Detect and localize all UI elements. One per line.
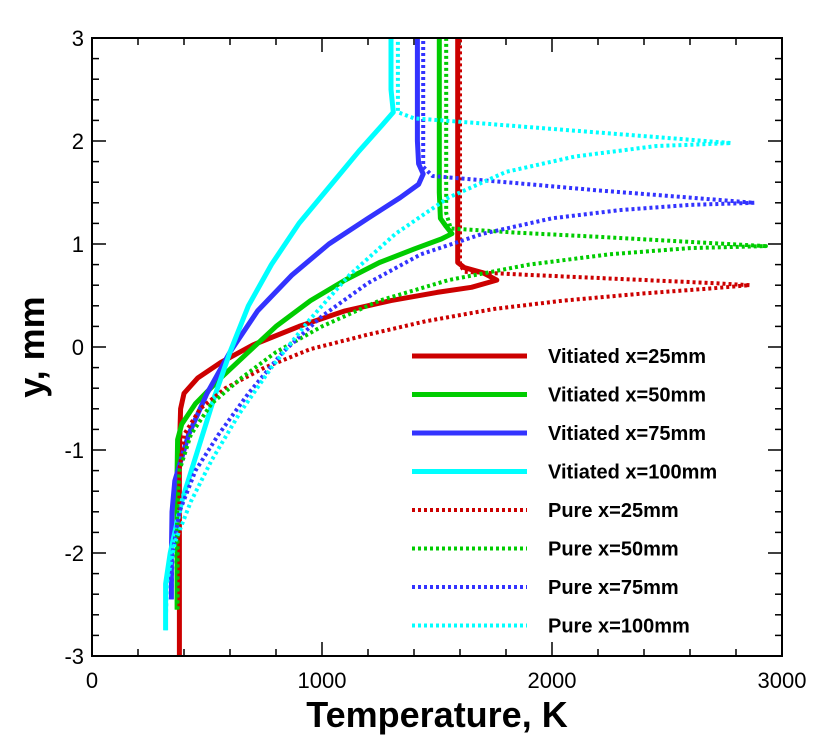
y-tick-label: 2	[72, 129, 84, 154]
legend-label: Vitiated x=50mm	[548, 385, 706, 407]
legend-label: Pure x=25mm	[548, 500, 679, 522]
y-tick-label: 3	[72, 26, 84, 51]
y-tick-label: -1	[64, 438, 84, 463]
x-tick-label: 1000	[298, 668, 347, 693]
y-tick-label: -2	[64, 541, 84, 566]
legend-label: Pure x=75mm	[548, 577, 679, 599]
legend-label: Vitiated x=100mm	[548, 462, 717, 484]
series-line-2	[174, 38, 455, 610]
series-line-8	[163, 38, 734, 631]
legend-label: Pure x=50mm	[548, 539, 679, 561]
series-layer	[163, 38, 768, 656]
series-line-7	[169, 38, 757, 600]
series-line-1	[176, 38, 500, 656]
series-line-3	[168, 38, 426, 600]
x-axis-title: Temperature, K	[306, 694, 567, 735]
tick-label-layer: 0 1000 2000 3000 -3 -2 -1 0 1 2 3	[64, 26, 806, 693]
series-line-6	[175, 38, 768, 610]
series-clip-group	[163, 38, 768, 656]
legend-label: Vitiated x=75mm	[548, 423, 706, 445]
x-tick-label: 3000	[758, 668, 807, 693]
legend-label: Vitiated x=25mm	[548, 346, 706, 368]
y-tick-label: 1	[72, 232, 84, 257]
tick-layer	[91, 37, 783, 657]
legend-label: Pure x=100mm	[548, 616, 690, 638]
x-tick-label: 0	[86, 668, 98, 693]
x-tick-label: 2000	[528, 668, 577, 693]
series-line-5	[177, 38, 752, 656]
y-tick-label: 0	[72, 335, 84, 360]
legend: Vitiated x=25mm Vitiated x=50mm Vitiated x…	[412, 346, 717, 638]
y-axis-title: y, mm	[11, 296, 52, 397]
y-tick-label: -3	[64, 644, 84, 669]
plot-frame	[91, 37, 783, 657]
